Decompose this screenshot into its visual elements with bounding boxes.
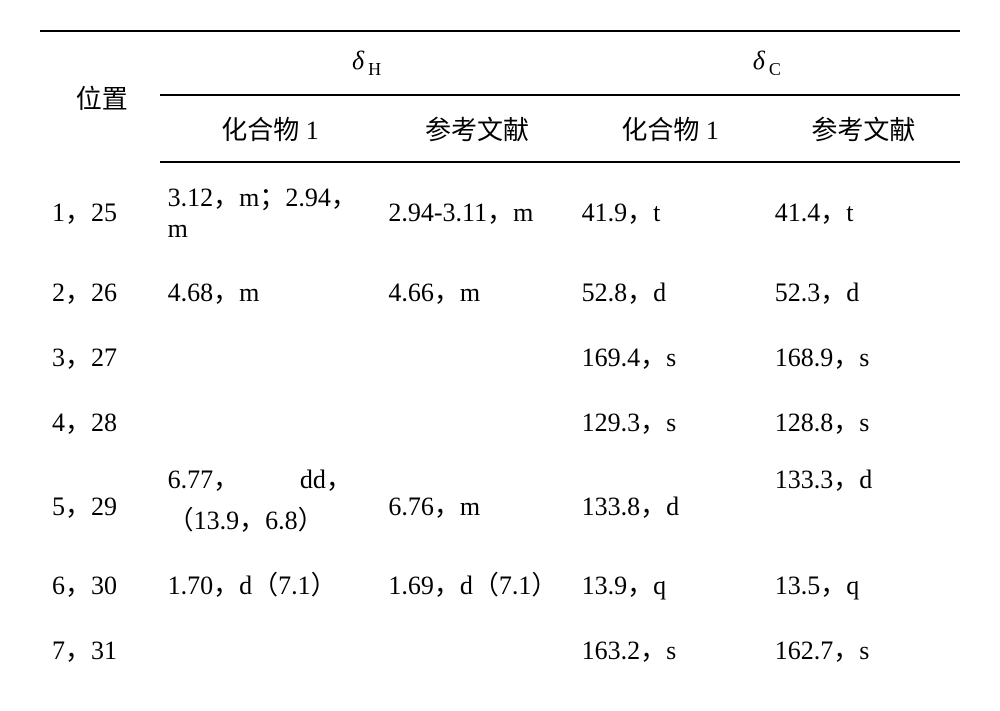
cell-h2 — [380, 388, 573, 453]
col-deltaC-header: δC — [574, 31, 960, 95]
cell-h1-top: 6.77， dd， — [160, 453, 381, 498]
nmr-table: 位置 δH δC 化合物 1 参考文献 化合物 1 参考文献 1，25 3.12… — [40, 30, 960, 681]
table-row: 1，25 3.12，m；2.94，m 2.94-3.11，m 41.9，t 41… — [40, 162, 960, 258]
cell-c1: 169.4，s — [574, 323, 767, 388]
cell-pos: 6，30 — [40, 551, 160, 616]
cell-c2: 41.4，t — [767, 162, 960, 258]
table-row: 2，26 4.68，m 4.66，m 52.8，d 52.3，d — [40, 258, 960, 323]
cell-pos: 5，29 — [40, 453, 160, 551]
cell-h1-top-left: 6.77， — [168, 459, 240, 496]
cell-c1: 163.2，s — [574, 616, 767, 681]
cell-pos: 4，28 — [40, 388, 160, 453]
table-row: 3，27 169.4，s 168.9，s — [40, 323, 960, 388]
cell-h2 — [380, 616, 573, 681]
cell-h1: 1.70，d（7.1） — [160, 551, 381, 616]
cell-pos: 7，31 — [40, 616, 160, 681]
deltaH-symbol: δ — [352, 46, 364, 75]
col-c-reference: 参考文献 — [767, 95, 960, 162]
cell-h2: 4.66，m — [380, 258, 573, 323]
cell-c2: 133.3，d — [767, 453, 960, 551]
cell-h2: 1.69，d（7.1） — [380, 551, 573, 616]
cell-c1: 129.3，s — [574, 388, 767, 453]
table-row: 4，28 129.3，s 128.8，s — [40, 388, 960, 453]
cell-c1: 41.9，t — [574, 162, 767, 258]
cell-h1 — [160, 323, 381, 388]
cell-h1: 3.12，m；2.94，m — [160, 162, 381, 258]
cell-h1 — [160, 388, 381, 453]
cell-c2: 128.8，s — [767, 388, 960, 453]
deltaC-subscript: C — [769, 59, 781, 79]
cell-h2: 2.94-3.11，m — [380, 162, 573, 258]
deltaC-symbol: δ — [753, 46, 765, 75]
cell-c1: 133.8，d — [574, 453, 767, 551]
cell-c2: 162.7，s — [767, 616, 960, 681]
cell-c1: 52.8，d — [574, 258, 767, 323]
col-h-reference: 参考文献 — [380, 95, 573, 162]
col-c-compound1: 化合物 1 — [574, 95, 767, 162]
col-deltaH-header: δH — [160, 31, 574, 95]
cell-h2 — [380, 323, 573, 388]
table-row: 5，29 6.77， dd， 6.76，m 133.8，d 133.3，d — [40, 453, 960, 498]
cell-c1: 13.9，q — [574, 551, 767, 616]
cell-c2: 168.9，s — [767, 323, 960, 388]
col-position-header: 位置 — [40, 31, 160, 162]
cell-h1-bot: （13.9，6.8） — [160, 498, 381, 551]
cell-c2: 13.5，q — [767, 551, 960, 616]
cell-pos: 2，26 — [40, 258, 160, 323]
cell-h1 — [160, 616, 381, 681]
cell-h2: 6.76，m — [380, 453, 573, 551]
cell-h1: 4.68，m — [160, 258, 381, 323]
table-row: 7，31 163.2，s 162.7，s — [40, 616, 960, 681]
table-row: 6，30 1.70，d（7.1） 1.69，d（7.1） 13.9，q 13.5… — [40, 551, 960, 616]
col-h-compound1: 化合物 1 — [160, 95, 381, 162]
deltaH-subscript: H — [368, 59, 381, 79]
cell-pos: 1，25 — [40, 162, 160, 258]
cell-c2: 52.3，d — [767, 258, 960, 323]
cell-pos: 3，27 — [40, 323, 160, 388]
cell-h1-top-right: dd， — [300, 459, 352, 496]
